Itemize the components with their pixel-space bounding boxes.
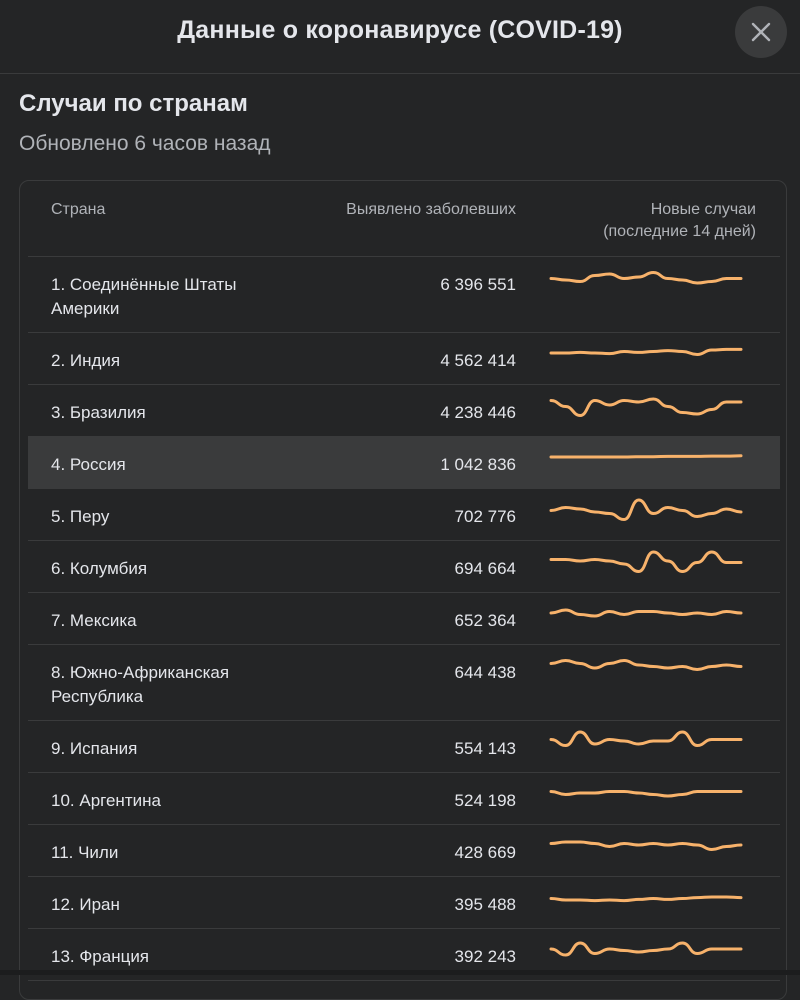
table-row[interactable]: 4. Россия 1 042 836 <box>28 437 780 489</box>
confirmed-cases: 694 664 <box>454 559 516 578</box>
cases-table: Страна Выявлено заболевших Новые случаи … <box>19 180 787 1000</box>
country-name: 9. Испания <box>51 739 138 758</box>
section-subtitle: Обновлено 6 часов назад <box>19 132 271 155</box>
table-row[interactable]: 8. Южно-Африканская Республика 644 438 <box>28 645 780 721</box>
new-cases-sparkline <box>549 608 743 618</box>
sparkline-path <box>549 454 743 459</box>
column-header-new-cases-subtitle: (последние 14 дней) <box>603 223 756 240</box>
table-row[interactable]: 12. Иран 395 488 <box>28 877 780 929</box>
country-name: 4. Россия <box>51 455 126 474</box>
confirmed-cases: 652 364 <box>454 611 516 630</box>
sparkline-path <box>549 347 743 356</box>
sparkline-path <box>549 659 743 671</box>
table-row[interactable]: 5. Перу 702 776 <box>28 489 780 541</box>
sparkline-path <box>549 895 743 903</box>
table-row[interactable]: 7. Мексика 652 364 <box>28 593 780 645</box>
new-cases-sparkline <box>549 454 743 459</box>
country-name: 6. Колумбия <box>51 559 148 578</box>
country-name: 2. Индия <box>51 351 121 370</box>
close-button[interactable] <box>735 6 787 58</box>
sparkline-path <box>549 397 743 417</box>
country-name: 1. Соединённые Штаты Америки <box>51 275 237 318</box>
sparkline-path <box>549 271 743 285</box>
section-title: Случаи по странам <box>19 90 248 117</box>
column-header-new-cases: Новые случаи (последние 14 дней) <box>536 199 756 243</box>
confirmed-cases: 4 238 446 <box>440 403 516 422</box>
table-row[interactable]: 6. Колумбия 694 664 <box>28 541 780 593</box>
new-cases-sparkline <box>549 895 743 903</box>
close-icon <box>751 22 771 42</box>
confirmed-cases: 428 669 <box>454 843 516 862</box>
confirmed-cases: 392 243 <box>454 947 516 966</box>
country-name: 11. Чили <box>51 843 119 862</box>
sparkline-path <box>549 498 743 521</box>
new-cases-sparkline <box>549 271 743 285</box>
table-row[interactable]: 9. Испания 554 143 <box>28 721 780 773</box>
confirmed-cases: 524 198 <box>454 791 516 810</box>
confirmed-cases: 644 438 <box>454 663 516 682</box>
new-cases-sparkline <box>549 498 743 521</box>
new-cases-sparkline <box>549 347 743 356</box>
sparkline-path <box>549 730 743 747</box>
confirmed-cases: 395 488 <box>454 895 516 914</box>
new-cases-sparkline <box>549 730 743 747</box>
table-row[interactable]: 2. Индия 4 562 414 <box>28 333 780 385</box>
country-name: 8. Южно-Африканская Республика <box>51 663 230 706</box>
column-header-country: Страна <box>51 201 106 218</box>
table-row[interactable]: 10. Аргентина 524 198 <box>28 773 780 825</box>
table-row[interactable]: 1. Соединённые Штаты Америки 6 396 551 <box>28 257 780 333</box>
table-row[interactable]: 3. Бразилия 4 238 446 <box>28 385 780 437</box>
country-name: 7. Мексика <box>51 611 137 630</box>
confirmed-cases: 4 562 414 <box>440 351 516 370</box>
dialog-header: Данные о коронавирусе (COVID-19) <box>0 0 800 74</box>
table-header: Страна Выявлено заболевших Новые случаи … <box>28 181 780 257</box>
new-cases-sparkline <box>549 397 743 417</box>
table-row[interactable]: 11. Чили 428 669 <box>28 825 780 877</box>
country-name: 10. Аргентина <box>51 791 161 810</box>
country-name: 5. Перу <box>51 507 110 526</box>
bottom-edge <box>0 970 800 975</box>
confirmed-cases: 6 396 551 <box>440 275 516 294</box>
column-header-new-cases-title: Новые случаи <box>650 201 756 218</box>
sparkline-path <box>549 840 743 851</box>
new-cases-sparkline <box>549 659 743 671</box>
sparkline-path <box>549 941 743 957</box>
new-cases-sparkline <box>549 790 743 798</box>
confirmed-cases: 1 042 836 <box>440 455 516 474</box>
country-name: 3. Бразилия <box>51 403 146 422</box>
sparkline-path <box>549 608 743 618</box>
new-cases-sparkline <box>549 550 743 573</box>
sparkline-path <box>549 790 743 798</box>
country-name: 13. Франция <box>51 947 150 966</box>
table-body: 1. Соединённые Штаты Америки 6 396 551 2. … <box>28 257 780 981</box>
column-header-cases: Выявлено заболевших <box>346 201 516 218</box>
confirmed-cases: 702 776 <box>454 507 516 526</box>
new-cases-sparkline <box>549 941 743 957</box>
country-name: 12. Иран <box>51 895 120 914</box>
new-cases-sparkline <box>549 840 743 851</box>
dialog-title: Данные о коронавирусе (COVID-19) <box>177 16 623 44</box>
confirmed-cases: 554 143 <box>454 739 516 758</box>
sparkline-path <box>549 550 743 573</box>
